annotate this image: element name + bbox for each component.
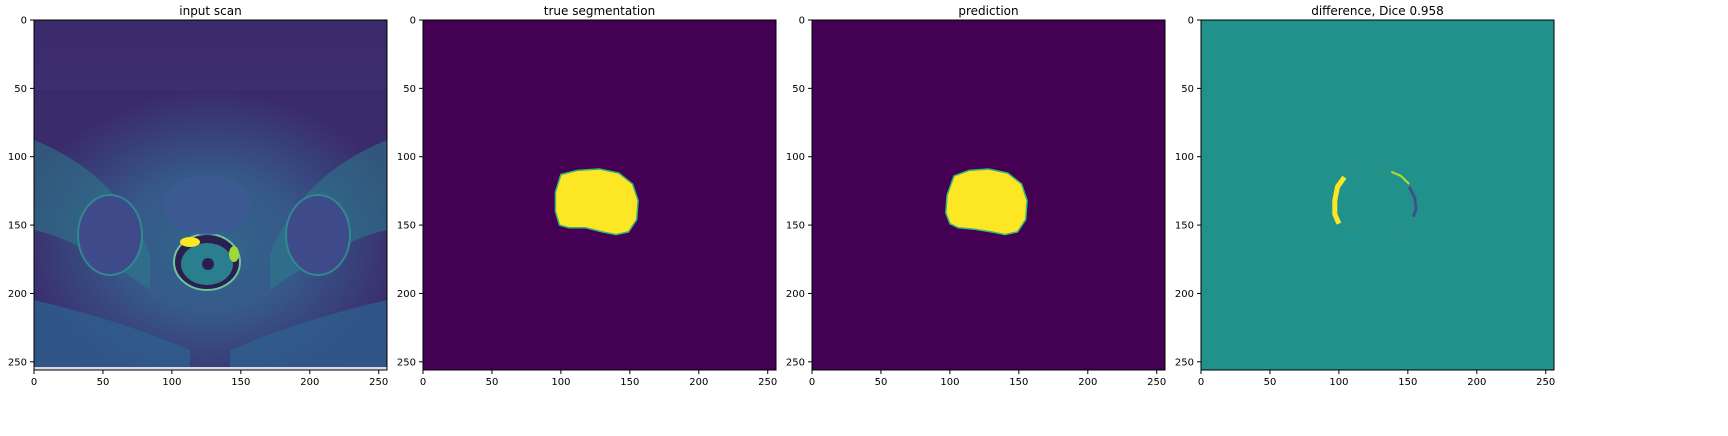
x-tick-label: 100 bbox=[551, 377, 570, 388]
y-tick-label: 50 bbox=[792, 84, 805, 95]
x-axis: 0 50 100 150 200 250 bbox=[809, 370, 1166, 388]
y-tick-label: 100 bbox=[397, 152, 416, 163]
y-tick-label: 200 bbox=[786, 289, 805, 300]
x-tick-label: 250 bbox=[758, 377, 777, 388]
y-tick-label: 0 bbox=[21, 16, 27, 27]
axes-frame bbox=[1200, 19, 1555, 371]
x-tick-label: 100 bbox=[1329, 377, 1348, 388]
x-tick-label: 250 bbox=[1147, 377, 1166, 388]
scan-bright-spot-2 bbox=[229, 246, 239, 262]
panel-title: true segmentation bbox=[544, 4, 655, 18]
x-tick-label: 250 bbox=[1536, 377, 1555, 388]
y-axis: 0 50 100 150 200 250 bbox=[397, 16, 423, 368]
scan-lower-muscle-left bbox=[34, 300, 190, 370]
scan-lower-muscle-right bbox=[230, 300, 387, 370]
scan-bright-spot bbox=[180, 237, 200, 247]
x-tick-label: 50 bbox=[875, 377, 888, 388]
panel-title: difference, Dice 0.958 bbox=[1311, 4, 1444, 18]
segmentation-image bbox=[423, 20, 776, 370]
panel-difference: difference, Dice 0.958 0 50 100 150 200 250 0… bbox=[1175, 4, 1555, 388]
y-tick-label: 250 bbox=[1175, 357, 1194, 368]
panel-true-segmentation: true segmentation 0 50 100 150 200 250 0 50 100… bbox=[397, 4, 777, 388]
y-tick-label: 0 bbox=[410, 16, 416, 27]
x-tick-label: 200 bbox=[300, 377, 319, 388]
x-tick-label: 200 bbox=[1078, 377, 1097, 388]
x-tick-label: 100 bbox=[940, 377, 959, 388]
scan-left-bone bbox=[77, 194, 143, 276]
x-tick-label: 0 bbox=[31, 377, 37, 388]
y-tick-label: 0 bbox=[799, 16, 805, 27]
y-tick-label: 250 bbox=[786, 357, 805, 368]
x-tick-label: 150 bbox=[1398, 377, 1417, 388]
prediction-region bbox=[945, 168, 1028, 236]
panel-title: prediction bbox=[958, 4, 1018, 18]
y-tick-label: 150 bbox=[8, 221, 27, 232]
y-axis: 0 50 100 150 200 250 bbox=[786, 16, 812, 368]
y-tick-label: 250 bbox=[397, 357, 416, 368]
axes-frame bbox=[811, 19, 1166, 371]
x-tick-label: 150 bbox=[1009, 377, 1028, 388]
y-tick-label: 100 bbox=[1175, 152, 1194, 163]
scan-center-dot bbox=[202, 258, 214, 270]
y-axis: 0 50 100 150 200 250 bbox=[1175, 16, 1201, 368]
prediction-image bbox=[812, 20, 1165, 370]
scan-right-bone bbox=[285, 194, 351, 276]
panel-input-scan: input scan 0 50 100 150 200 250 0 50 100 150 200 bbox=[8, 4, 388, 388]
y-tick-label: 200 bbox=[397, 289, 416, 300]
x-tick-label: 50 bbox=[97, 377, 110, 388]
difference-left-arc bbox=[1332, 175, 1347, 225]
y-tick-label: 200 bbox=[1175, 289, 1194, 300]
difference-image bbox=[1201, 20, 1554, 370]
x-tick-label: 50 bbox=[486, 377, 499, 388]
x-tick-label: 150 bbox=[620, 377, 639, 388]
segmentation-region bbox=[554, 168, 639, 236]
difference-right-arc bbox=[1407, 186, 1418, 218]
y-tick-label: 50 bbox=[14, 84, 27, 95]
y-tick-label: 50 bbox=[403, 84, 416, 95]
y-tick-label: 250 bbox=[8, 357, 27, 368]
x-tick-label: 200 bbox=[1467, 377, 1486, 388]
difference-background bbox=[1201, 20, 1554, 370]
y-tick-label: 150 bbox=[786, 221, 805, 232]
x-tick-label: 150 bbox=[231, 377, 250, 388]
y-tick-label: 150 bbox=[397, 221, 416, 232]
y-tick-label: 100 bbox=[786, 152, 805, 163]
axes-frame bbox=[33, 19, 388, 371]
difference-top-arc bbox=[1390, 170, 1410, 185]
y-tick-label: 100 bbox=[8, 152, 27, 163]
y-tick-label: 150 bbox=[1175, 221, 1194, 232]
panel-title: input scan bbox=[179, 4, 242, 18]
y-tick-label: 200 bbox=[8, 289, 27, 300]
scan-prostate bbox=[162, 175, 252, 235]
x-tick-label: 200 bbox=[689, 377, 708, 388]
scan-bottom-edge bbox=[34, 367, 387, 370]
y-tick-label: 50 bbox=[1181, 84, 1194, 95]
y-tick-label: 0 bbox=[1188, 16, 1194, 27]
x-tick-label: 0 bbox=[809, 377, 815, 388]
x-tick-label: 0 bbox=[1198, 377, 1204, 388]
x-axis: 0 50 100 150 200 250 bbox=[31, 370, 388, 388]
x-tick-label: 100 bbox=[162, 377, 181, 388]
scan-image bbox=[34, 20, 387, 370]
axes-frame bbox=[422, 19, 777, 371]
x-axis: 0 50 100 150 200 250 bbox=[420, 370, 777, 388]
x-axis: 0 50 100 150 200 250 bbox=[1198, 370, 1555, 388]
x-tick-label: 250 bbox=[369, 377, 388, 388]
panel-prediction: prediction 0 50 100 150 200 250 0 50 100 150 200 2… bbox=[786, 4, 1166, 388]
x-tick-label: 50 bbox=[1264, 377, 1277, 388]
y-axis: 0 50 100 150 200 250 bbox=[8, 16, 34, 368]
x-tick-label: 0 bbox=[420, 377, 426, 388]
